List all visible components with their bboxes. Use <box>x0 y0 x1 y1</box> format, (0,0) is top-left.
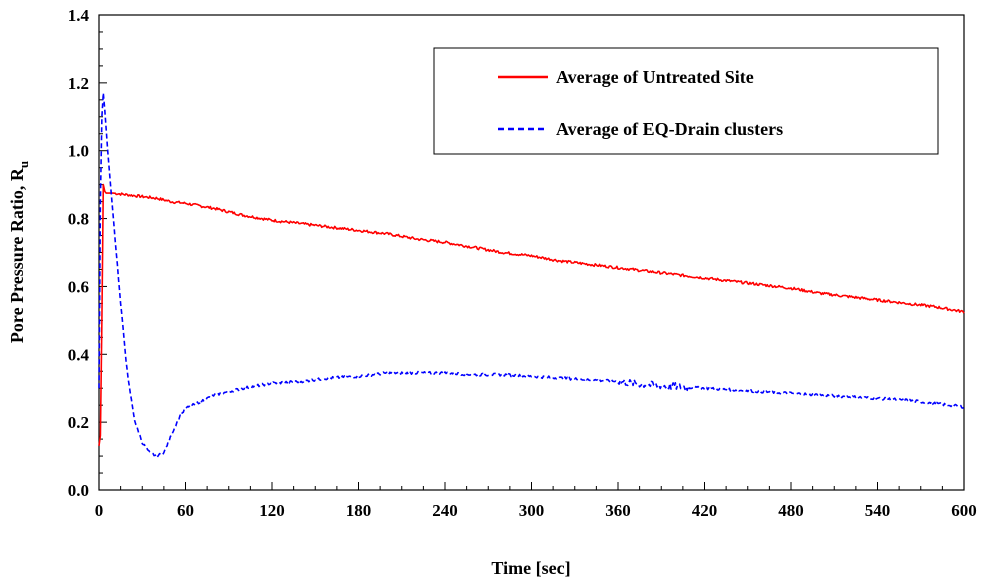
x-axis-title: Time [sec] <box>491 558 570 578</box>
legend: Average of Untreated Site Average of EQ-… <box>433 47 939 155</box>
y-tick-label: 1.4 <box>68 6 90 25</box>
y-axis-title-subscript: u <box>16 161 31 168</box>
series-line-eq-drain <box>98 92 965 458</box>
x-tick-label: 420 <box>692 501 718 520</box>
x-tick-label: 0 <box>95 501 104 520</box>
x-axis-ticks: 0 60 120 180 240 300 360 420 480 540 600 <box>95 482 977 520</box>
y-tick-label: 1.2 <box>68 74 89 93</box>
x-tick-label: 300 <box>519 501 545 520</box>
y-tick-label: 0.6 <box>68 277 89 296</box>
x-tick-label: 60 <box>177 501 194 520</box>
x-tick-label: 600 <box>951 501 977 520</box>
legend-box <box>433 47 939 155</box>
x-tick-label: 480 <box>778 501 804 520</box>
legend-label-untreated: Average of Untreated Site <box>556 67 754 87</box>
y-axis-title: Pore Pressure Ratio, Ru <box>7 161 31 343</box>
y-tick-label: 0.4 <box>68 345 90 364</box>
y-tick-label: 1.0 <box>68 142 89 161</box>
y-tick-label: 0.2 <box>68 413 89 432</box>
x-tick-label: 540 <box>865 501 891 520</box>
y-tick-label: 0.0 <box>68 481 89 500</box>
x-tick-label: 360 <box>605 501 631 520</box>
y-tick-label: 0.8 <box>68 210 89 229</box>
y-axis-title-main: Pore Pressure Ratio, R <box>7 167 27 343</box>
legend-label-eq-drain: Average of EQ-Drain clusters <box>556 119 783 139</box>
x-tick-label: 240 <box>432 501 458 520</box>
x-tick-label: 120 <box>259 501 285 520</box>
series-layer <box>98 92 965 458</box>
x-tick-label: 180 <box>346 501 372 520</box>
series-line-untreated <box>98 183 965 447</box>
y-axis-ticks: 0.0 0.2 0.4 0.6 0.8 1.0 1.2 1.4 <box>68 6 107 500</box>
